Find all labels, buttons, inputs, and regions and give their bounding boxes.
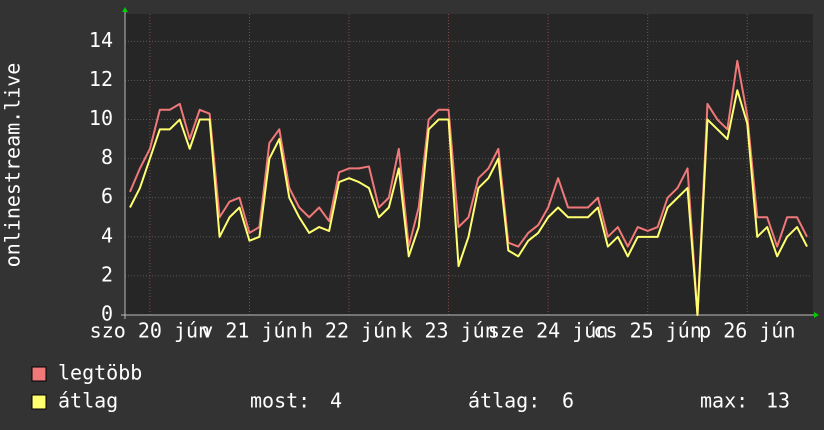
y-tick-label: 14 [89, 28, 113, 52]
x-tick-label: szo 20 jún [90, 319, 210, 343]
plot-area [125, 14, 813, 315]
x-tick-label: p 26 jún [699, 319, 795, 343]
y-tick-label: 8 [101, 145, 113, 169]
y-tick-label: 10 [89, 106, 113, 130]
axis-arrow [814, 312, 819, 318]
stat-label: max: [700, 389, 748, 413]
stat-value: 6 [562, 389, 574, 413]
series-line [129, 89, 808, 316]
y-axis-label: onlinestream.live [1, 63, 25, 268]
y-tick-label: 0 [101, 302, 113, 326]
y-tick-label: 6 [101, 184, 113, 208]
legend-swatch [31, 366, 47, 382]
y-tick-label: 12 [89, 67, 113, 91]
stat-label: átlag: [468, 389, 540, 413]
x-tick-label: cs 25 jún [594, 319, 702, 343]
stat-value: 13 [766, 389, 790, 413]
x-tick-label: v 21 jún [201, 319, 297, 343]
y-tick-label: 2 [101, 262, 113, 286]
legend-label: átlag [58, 389, 118, 413]
stat-value: 4 [330, 389, 342, 413]
x-tick-label: k 23 jún [400, 319, 496, 343]
x-tick-label: sze 24 jún [488, 319, 608, 343]
x-tick-label: h 22 jún [301, 319, 397, 343]
legend-swatch [31, 394, 47, 410]
stat-label: most: [250, 389, 310, 413]
axis-arrow [122, 7, 128, 12]
legend-label: legtöbb [58, 361, 142, 385]
y-tick-label: 4 [101, 223, 113, 247]
